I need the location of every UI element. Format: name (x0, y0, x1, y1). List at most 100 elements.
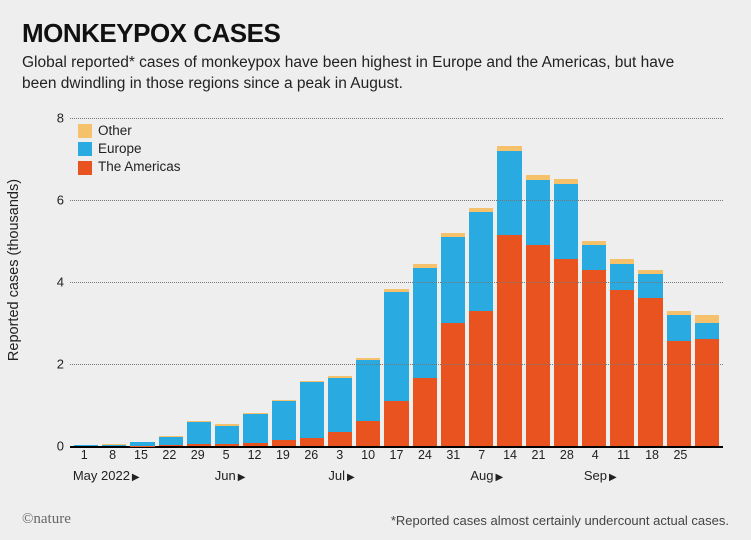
chart-card: MONKEYPOX CASES Global reported* cases o… (0, 0, 751, 540)
legend-label: The Americas (98, 158, 181, 176)
chart-subtitle: Global reported* cases of monkeypox have… (22, 53, 682, 95)
x-tick-day: 31 (446, 448, 460, 462)
bar-segment-americas (582, 270, 606, 446)
bar-segment-americas (695, 339, 719, 446)
x-tick-day: 17 (390, 448, 404, 462)
x-tick-day: 11 (617, 448, 630, 462)
bar-segment-europe (215, 426, 239, 444)
bar-segment-other (695, 315, 719, 323)
bar-segment-americas (526, 245, 550, 446)
triangle-icon: ▶ (130, 472, 140, 483)
bar-segment-europe (610, 264, 634, 291)
x-tick-month: Sep▶ (584, 468, 617, 483)
bar-segment-europe (667, 315, 691, 342)
y-tick-label: 6 (52, 193, 64, 208)
triangle-icon: ▶ (345, 472, 355, 483)
x-month-label: Jul (328, 468, 345, 483)
footnote-text: *Reported cases almost certainly underco… (391, 513, 729, 528)
chart-title: MONKEYPOX CASES (22, 18, 729, 49)
triangle-icon: ▶ (607, 472, 617, 483)
bar-segment-americas (356, 421, 380, 446)
bar-segment-americas (667, 341, 691, 446)
x-tick-month: Jul▶ (328, 468, 354, 483)
legend-swatch (78, 161, 92, 175)
bar-segment-americas (497, 235, 521, 446)
x-tick-month: Aug▶ (470, 468, 503, 483)
x-tick-day: 5 (223, 448, 230, 462)
legend: OtherEuropeThe Americas (78, 122, 181, 177)
x-tick-day: 3 (336, 448, 343, 462)
x-tick-day: 26 (304, 448, 318, 462)
bar-segment-europe (413, 268, 437, 379)
legend-item: The Americas (78, 158, 181, 176)
x-tick-day: 4 (592, 448, 599, 462)
x-tick-day: 21 (532, 448, 546, 462)
footer: ©nature *Reported cases almost certainly… (22, 511, 729, 528)
bar-segment-europe (356, 360, 380, 422)
x-tick-day: 12 (248, 448, 262, 462)
x-tick-day: 28 (560, 448, 574, 462)
y-tick-label: 4 (52, 275, 64, 290)
x-tick-day: 10 (361, 448, 375, 462)
x-month-label: Sep (584, 468, 607, 483)
gridline (70, 282, 723, 283)
legend-item: Other (78, 122, 181, 140)
triangle-icon: ▶ (236, 472, 246, 483)
bar-segment-americas (272, 440, 296, 446)
bar-segment-europe (272, 401, 296, 440)
legend-swatch (78, 124, 92, 138)
y-axis-label: Reported cases (thousands) (6, 179, 22, 361)
bar-segment-europe (526, 180, 550, 246)
bar-segment-europe (159, 437, 183, 445)
x-tick-day: 25 (673, 448, 687, 462)
bar-segment-americas (159, 445, 183, 446)
bar-segment-europe (554, 184, 578, 260)
gridline (70, 118, 723, 119)
x-tick-day: 15 (134, 448, 148, 462)
x-tick-month: Jun▶ (215, 468, 246, 483)
bar-segment-europe (243, 414, 267, 443)
x-tick-day: 22 (162, 448, 176, 462)
bar-segment-europe (469, 212, 493, 310)
legend-label: Europe (98, 140, 142, 158)
bar-segment-europe (300, 382, 324, 437)
bar-segment-americas (328, 432, 352, 446)
bar-segment-europe (187, 422, 211, 445)
y-tick-label: 0 (52, 439, 64, 454)
bar-segment-americas (554, 259, 578, 446)
x-axis-days: 18152229512192631017243171421284111825 (70, 448, 723, 466)
legend-swatch (78, 142, 92, 156)
bar-segment-americas (300, 438, 324, 446)
bar-segment-europe (102, 445, 126, 446)
bar-segment-americas (215, 444, 239, 446)
y-tick-label: 8 (52, 111, 64, 126)
x-tick-day: 29 (191, 448, 205, 462)
x-tick-day: 8 (109, 448, 116, 462)
y-tick-label: 2 (52, 357, 64, 372)
bar-segment-americas (243, 443, 267, 446)
bar-segment-europe (695, 323, 719, 339)
x-tick-day: 24 (418, 448, 432, 462)
bar-segment-europe (441, 237, 465, 323)
x-tick-day: 14 (503, 448, 517, 462)
x-tick-day: 19 (276, 448, 290, 462)
x-month-label: Jun (215, 468, 236, 483)
bar-segment-americas (187, 444, 211, 446)
legend-label: Other (98, 122, 132, 140)
x-tick-day: 1 (81, 448, 88, 462)
bar-segment-europe (582, 245, 606, 270)
x-tick-day: 18 (645, 448, 659, 462)
bar-segment-europe (497, 151, 521, 235)
x-axis: 18152229512192631017243171421284111825 M… (70, 448, 723, 492)
bar-segment-americas (469, 311, 493, 446)
bar-segment-americas (638, 298, 662, 446)
x-month-label: Aug (470, 468, 493, 483)
credit-text: ©nature (22, 511, 71, 528)
gridline (70, 364, 723, 365)
gridline (70, 200, 723, 201)
legend-item: Europe (78, 140, 181, 158)
bar-segment-europe (74, 445, 98, 446)
bar-segment-americas (610, 290, 634, 446)
bar-segment-europe (328, 378, 352, 431)
bar-segment-europe (384, 292, 408, 401)
